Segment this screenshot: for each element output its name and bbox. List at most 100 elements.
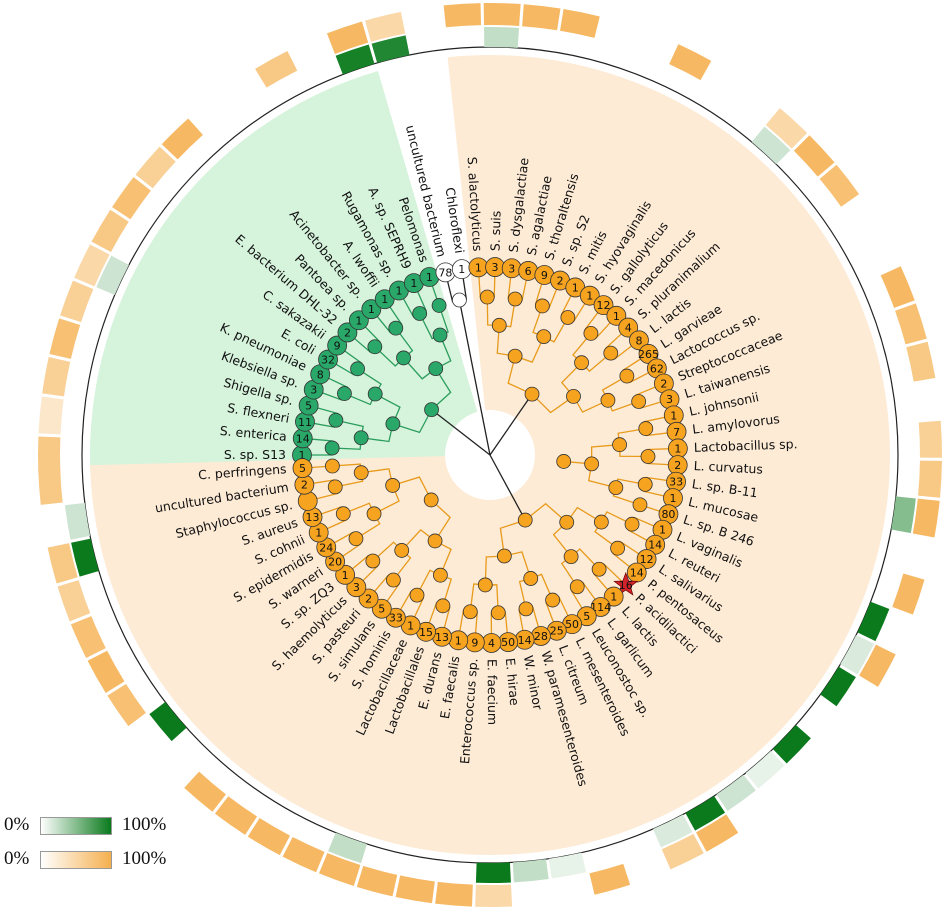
ring-orange-segment xyxy=(42,357,70,396)
leaf-count: 2 xyxy=(344,326,351,339)
internal-node xyxy=(625,517,639,531)
leaf-count: 15 xyxy=(419,626,433,639)
ring-orange-segment xyxy=(38,467,62,505)
internal-node xyxy=(328,480,342,494)
leaf-count: 1 xyxy=(355,314,362,327)
leaf-count: 3 xyxy=(353,581,360,594)
leaf-count: 32 xyxy=(321,354,335,367)
internal-node xyxy=(368,340,382,354)
ring-orange-segment xyxy=(918,461,942,498)
leaf-count: 7 xyxy=(673,426,680,439)
internal-node xyxy=(564,550,578,564)
leaf-count: 1 xyxy=(455,634,462,647)
leaf-count: 4 xyxy=(625,322,632,335)
leaf-count: 2 xyxy=(365,593,372,606)
internal-node xyxy=(557,454,571,468)
leaf-count: 33 xyxy=(389,612,403,625)
leaf-count: 1 xyxy=(610,591,617,604)
leaf-count: 1 xyxy=(674,442,681,455)
internal-node xyxy=(638,477,652,491)
internal-node xyxy=(584,326,598,340)
internal-node xyxy=(518,513,532,527)
leaf-count: 11 xyxy=(298,416,312,429)
internal-node xyxy=(354,466,368,480)
ring-green-segment xyxy=(513,859,549,882)
ring-orange-segment xyxy=(107,684,146,726)
internal-node xyxy=(413,307,427,321)
leaf-count: 1 xyxy=(342,569,349,582)
internal-node xyxy=(351,362,365,376)
leaf-count: 14 xyxy=(630,567,644,580)
ring-orange-segment xyxy=(522,4,560,30)
internal-node xyxy=(429,362,443,376)
leaf-count: 6 xyxy=(525,265,532,278)
internal-node xyxy=(433,328,447,342)
internal-node xyxy=(336,507,350,521)
legend-orange-max: 100% xyxy=(122,848,166,870)
internal-node xyxy=(641,449,655,463)
ring-orange-segment xyxy=(283,837,325,872)
internal-node xyxy=(497,549,511,563)
leaf-count: 14 xyxy=(648,539,662,552)
internal-node xyxy=(570,580,584,594)
internal-node xyxy=(325,459,339,473)
leaf-count: 1 xyxy=(659,524,666,537)
leaf-count: 9 xyxy=(541,269,548,282)
leaf-count: 28 xyxy=(534,630,548,643)
leaf-label: E. faecium xyxy=(485,659,501,725)
leaf-count: 9 xyxy=(334,340,341,353)
internal-node xyxy=(432,298,446,312)
internal-node xyxy=(639,422,653,436)
internal-node xyxy=(386,417,400,431)
leaf-count: 13 xyxy=(306,511,320,524)
internal-node xyxy=(478,578,492,592)
legend-green-min: 0% xyxy=(4,814,29,836)
leaf-count: 5 xyxy=(583,610,590,623)
leaf-count: 2 xyxy=(674,459,681,472)
internal-node xyxy=(611,541,625,555)
internal-node xyxy=(519,602,533,616)
internal-node xyxy=(508,292,522,306)
internal-node xyxy=(524,571,538,585)
leaf-count: 2 xyxy=(660,378,667,391)
internal-node xyxy=(425,403,439,417)
internal-node xyxy=(604,346,618,360)
internal-node xyxy=(367,507,381,521)
leaf-count: 1 xyxy=(395,285,402,298)
leaf-count: 1 xyxy=(475,261,482,274)
internal-node xyxy=(436,599,450,613)
ring-orange-segment xyxy=(892,574,924,615)
leaf-count: 1 xyxy=(572,281,579,294)
leaf-count: 20 xyxy=(328,556,342,569)
ring-orange-segment xyxy=(396,876,435,904)
ring-orange-segment xyxy=(58,580,91,621)
leaf-count: 1 xyxy=(410,277,417,290)
internal-node xyxy=(349,532,363,546)
ring-orange-segment xyxy=(184,772,226,812)
leaf-count: 1 xyxy=(381,293,388,306)
internal-node xyxy=(632,394,646,408)
ring-orange-segment xyxy=(255,51,297,88)
leaf-count: 1 xyxy=(368,303,375,316)
leaf-count: 50 xyxy=(565,618,579,631)
legend-orange-gradient xyxy=(40,851,112,869)
internal-node xyxy=(368,387,382,401)
internal-node xyxy=(410,588,424,602)
legend-green-gradient xyxy=(40,817,112,835)
ring-orange-segment xyxy=(669,44,711,80)
internal-node xyxy=(525,387,539,401)
internal-node xyxy=(433,568,447,582)
legend-green-max: 100% xyxy=(122,814,166,836)
leaf-count: 5 xyxy=(378,603,385,616)
ring-orange-segment xyxy=(49,318,80,359)
ring-green-segment xyxy=(549,853,586,879)
ring-orange-segment xyxy=(906,342,935,382)
ring-green-segment xyxy=(65,503,90,540)
internal-node xyxy=(397,351,411,365)
internal-node xyxy=(386,573,400,587)
leaf-count: 80 xyxy=(661,508,675,521)
leaf-count: 1 xyxy=(315,526,322,539)
internal-node xyxy=(389,321,403,335)
ring-orange-segment xyxy=(895,303,927,344)
ring-orange-segment xyxy=(248,818,290,855)
